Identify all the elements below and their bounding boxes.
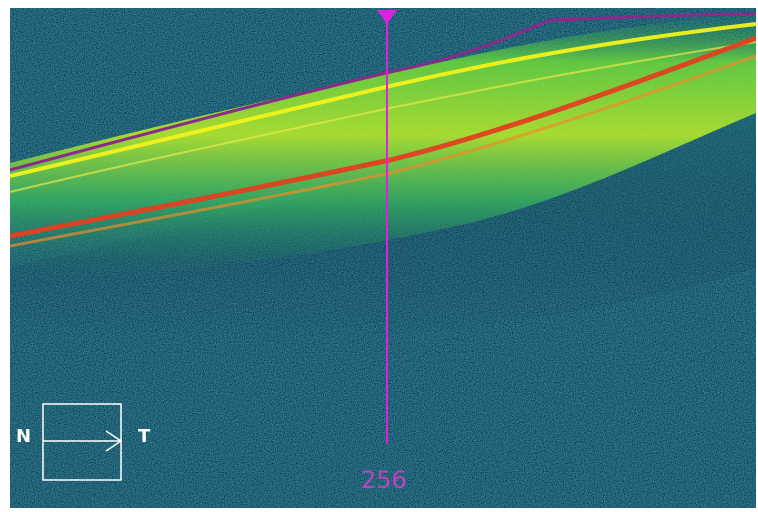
- red-layer-line: [10, 35, 756, 239]
- orientation-box-icon: [42, 403, 123, 481]
- oct-scan-frame: N T 256: [10, 8, 756, 508]
- down-triangle-icon[interactable]: [377, 10, 397, 24]
- orientation-temporal-label: T: [138, 426, 151, 447]
- retinal-band: [10, 13, 756, 283]
- yellow-layer-line-2: [10, 41, 756, 193]
- scan-index-label: 256: [361, 466, 407, 494]
- yellow-layer-line: [10, 22, 756, 178]
- orange-layer-line: [10, 54, 756, 248]
- oct-scan-image: [10, 8, 756, 508]
- orientation-nasal-label: N: [16, 426, 32, 447]
- inner-boundary-line: [10, 12, 756, 172]
